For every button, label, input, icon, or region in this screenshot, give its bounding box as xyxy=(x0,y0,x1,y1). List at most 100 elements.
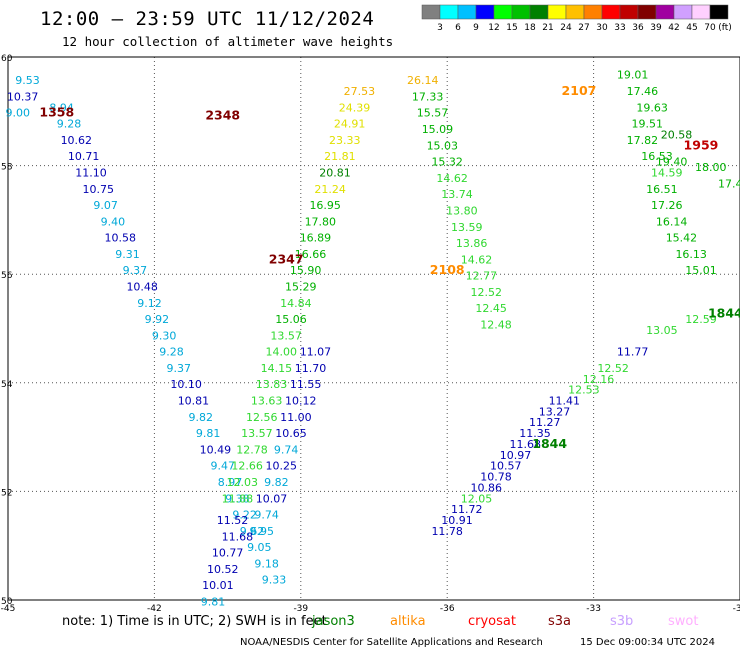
wave-height-point: 9.47 xyxy=(210,460,235,473)
wave-height-point: 9.62 xyxy=(240,525,265,538)
wave-height-point: 10.86 xyxy=(470,481,502,494)
wave-height-point: 10.78 xyxy=(480,471,512,484)
wave-height-point: 23.33 xyxy=(329,134,361,147)
pass-number-label: 2107 xyxy=(562,83,597,98)
wave-height-point: 10.37 xyxy=(7,90,39,103)
color-bin-label: 9 xyxy=(473,23,479,33)
wave-height-point: 15.29 xyxy=(285,280,317,293)
color-bin-label: 42 xyxy=(668,23,679,33)
wave-height-point: 9.28 xyxy=(57,118,82,131)
axis-ticks: -45 -42 -39 -36 -33 -30 50 52 54 56 58 60 xyxy=(1,54,740,614)
wave-height-point: 13.59 xyxy=(451,221,483,234)
legend-jason3: jason3 xyxy=(311,614,355,629)
wave-height-point: 9.53 xyxy=(15,74,40,87)
y-tick-label: 52 xyxy=(1,488,12,498)
wave-height-point: 20.81 xyxy=(319,166,351,179)
wave-height-point: 17.4 xyxy=(718,177,740,190)
wave-height-point: 9.37 xyxy=(123,264,148,277)
wave-height-point: 12.52 xyxy=(470,286,502,299)
wave-height-point: 8.97 xyxy=(218,476,243,489)
color-bin xyxy=(475,4,495,20)
pass-number-label: 1959 xyxy=(684,137,719,152)
wave-height-point: 19.01 xyxy=(617,69,649,82)
footer: note: 1) Time is in UTC; 2) SWH is in fe… xyxy=(62,614,715,648)
wave-height-point: 15.01 xyxy=(685,264,717,277)
color-bin-label: 18 xyxy=(524,23,536,33)
color-bin xyxy=(583,4,603,20)
color-bin xyxy=(709,4,729,20)
wave-height-point: 12.48 xyxy=(480,319,512,332)
wave-height-point: 12.45 xyxy=(475,302,507,315)
wave-height-point: 14.00 xyxy=(266,346,298,359)
wave-height-point: 12.56 xyxy=(246,411,278,424)
color-bin xyxy=(547,4,567,20)
wave-height-point: 9.74 xyxy=(274,443,299,456)
wave-height-point: 14.62 xyxy=(436,172,468,185)
wave-height-point: 15.06 xyxy=(275,313,307,326)
wave-height-point: 12.53 xyxy=(568,384,600,397)
gridlines xyxy=(8,57,740,600)
wave-height-point: 12.78 xyxy=(236,443,268,456)
color-bin-label: 39 xyxy=(650,23,662,33)
wave-height-point: 17.33 xyxy=(412,90,444,103)
wave-height-point: 11.77 xyxy=(617,346,649,359)
wave-height-point: 14.15 xyxy=(261,362,293,375)
wave-height-point: 18.00 xyxy=(695,161,727,174)
wave-height-point: 17.82 xyxy=(627,134,659,147)
wave-height-point: 10.48 xyxy=(126,280,158,293)
wave-height-point: 12.52 xyxy=(597,362,629,375)
wave-height-point: 24.39 xyxy=(339,101,371,114)
wave-height-point: 10.71 xyxy=(68,150,100,163)
wave-height-point: 11.88 xyxy=(222,492,254,505)
color-bin-label: 15 xyxy=(506,23,517,33)
color-scale-legend: 3 6 9 12 15 18 21 24 27 30 33 36 39 42 45 70 (ft) xyxy=(421,4,732,33)
color-bin xyxy=(421,4,441,20)
color-bin xyxy=(457,4,477,20)
wave-height-point: 11.55 xyxy=(290,378,322,391)
color-bin xyxy=(601,4,621,20)
color-bin-label: 3 xyxy=(437,23,443,33)
wave-height-point: 21.81 xyxy=(324,150,356,163)
y-tick-label: 60 xyxy=(1,54,13,64)
color-bin xyxy=(637,4,657,20)
wave-height-point: 15.90 xyxy=(290,264,322,277)
wave-height-point: 16.53 xyxy=(641,150,673,163)
color-bin xyxy=(529,4,549,20)
wave-height-point: 11.78 xyxy=(431,525,463,538)
wave-height-point: 19.63 xyxy=(636,101,668,114)
wave-height-point: 11.00 xyxy=(280,411,312,424)
wave-height-point: 13.80 xyxy=(446,204,478,217)
wave-height-point: 12.03 xyxy=(226,476,258,489)
wave-height-point: 12.59 xyxy=(685,313,717,326)
wave-height-point: 13.63 xyxy=(251,395,283,408)
wave-height-point: 10.57 xyxy=(490,460,522,473)
wave-height-point: 10.52 xyxy=(207,563,239,576)
color-bin xyxy=(439,4,459,20)
wave-height-point: 10.10 xyxy=(170,378,202,391)
color-bin xyxy=(691,4,711,20)
wave-height-point: 9.82 xyxy=(264,476,289,489)
wave-height-point: 10.49 xyxy=(200,443,232,456)
wave-height-point: 14.59 xyxy=(651,166,683,179)
wave-height-point: 13.57 xyxy=(241,427,273,440)
x-tick-label: -42 xyxy=(147,604,162,614)
wave-height-point: 11.68 xyxy=(222,530,254,543)
wave-height-point: 16.89 xyxy=(300,232,332,245)
wave-height-point: 9.00 xyxy=(6,107,31,120)
color-bin xyxy=(673,4,693,20)
color-bin-label: 27 xyxy=(578,23,589,33)
legend-s3a: s3a xyxy=(548,614,571,629)
color-bin-label: 45 xyxy=(686,23,697,33)
wave-height-point: 11.70 xyxy=(295,362,327,375)
wave-height-point: 9.30 xyxy=(152,329,177,342)
wave-height-point: 15.57 xyxy=(417,107,449,120)
color-bin xyxy=(619,4,639,20)
x-tick-label: -39 xyxy=(293,604,308,614)
wave-height-point: 15.32 xyxy=(431,156,463,169)
pass-number-label: 1358 xyxy=(39,105,74,120)
pass-number-label: 1844 xyxy=(532,436,567,451)
wave-height-point: 9.07 xyxy=(93,199,118,212)
legend-s3b: s3b xyxy=(610,614,633,629)
footer-note: note: 1) Time is in UTC; 2) SWH is in fe… xyxy=(62,614,327,629)
data-points: 8.94 9.28 10.62 10.71 11.10 10.75 9.07 9.40 10.5… xyxy=(6,69,740,609)
